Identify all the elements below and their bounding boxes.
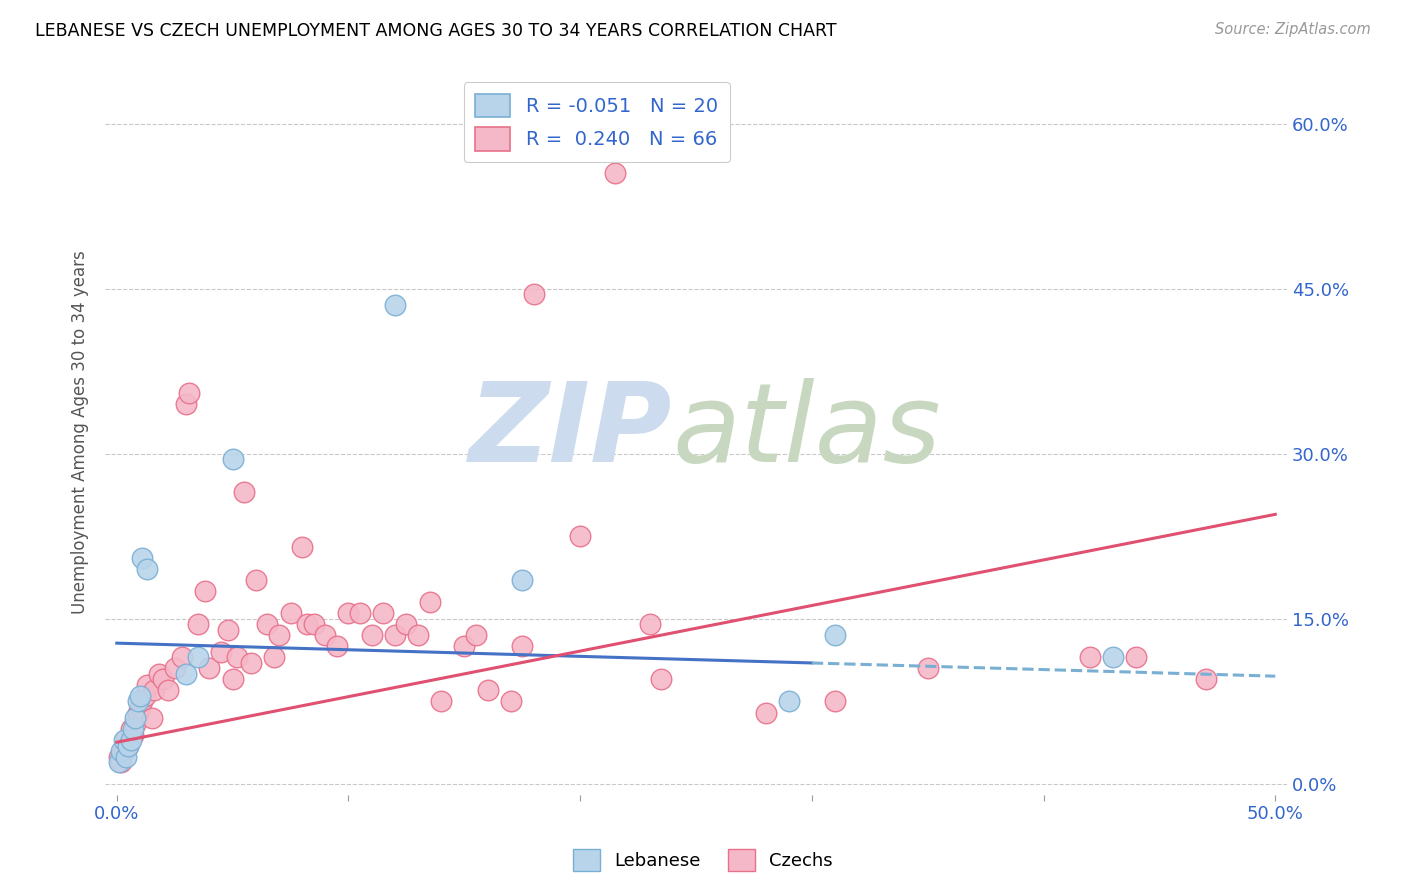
Point bbox=[176, 397, 198, 411]
Point bbox=[142, 683, 165, 698]
Point bbox=[395, 617, 418, 632]
Point bbox=[267, 628, 290, 642]
Point bbox=[226, 650, 249, 665]
Point bbox=[1078, 650, 1101, 665]
Point bbox=[177, 386, 200, 401]
Point bbox=[373, 607, 395, 621]
Point bbox=[187, 617, 209, 632]
Point bbox=[120, 733, 142, 747]
Point bbox=[824, 628, 846, 642]
Point bbox=[108, 749, 131, 764]
Point bbox=[499, 694, 522, 708]
Point bbox=[1125, 650, 1147, 665]
Point bbox=[263, 650, 285, 665]
Point bbox=[163, 661, 186, 675]
Y-axis label: Unemployment Among Ages 30 to 34 years: Unemployment Among Ages 30 to 34 years bbox=[72, 250, 89, 614]
Point bbox=[453, 640, 475, 654]
Point bbox=[187, 650, 209, 665]
Text: LEBANESE VS CZECH UNEMPLOYMENT AMONG AGES 30 TO 34 YEARS CORRELATION CHART: LEBANESE VS CZECH UNEMPLOYMENT AMONG AGE… bbox=[35, 22, 837, 40]
Point bbox=[135, 678, 157, 692]
Point bbox=[510, 640, 533, 654]
Point bbox=[824, 694, 846, 708]
Point bbox=[650, 673, 672, 687]
Point bbox=[302, 617, 325, 632]
Point bbox=[326, 640, 349, 654]
Point bbox=[360, 628, 382, 642]
Point bbox=[430, 694, 453, 708]
Point bbox=[1102, 650, 1125, 665]
Point bbox=[295, 617, 318, 632]
Point bbox=[170, 650, 193, 665]
Point bbox=[127, 694, 149, 708]
Point bbox=[406, 628, 429, 642]
Point bbox=[129, 700, 152, 714]
Point bbox=[152, 673, 174, 687]
Point bbox=[245, 574, 267, 588]
Text: atlas: atlas bbox=[672, 378, 941, 485]
Point bbox=[638, 617, 661, 632]
Point bbox=[129, 689, 152, 703]
Point bbox=[337, 607, 360, 621]
Point bbox=[209, 645, 232, 659]
Point bbox=[156, 683, 179, 698]
Point bbox=[110, 744, 132, 758]
Point bbox=[110, 755, 132, 769]
Point bbox=[349, 607, 371, 621]
Point bbox=[523, 287, 546, 301]
Point bbox=[120, 722, 142, 736]
Point bbox=[122, 722, 145, 736]
Point bbox=[464, 628, 486, 642]
Point bbox=[141, 711, 163, 725]
Point bbox=[1195, 673, 1218, 687]
Point bbox=[131, 551, 153, 566]
Point bbox=[477, 683, 499, 698]
Point bbox=[148, 667, 170, 681]
Point bbox=[603, 166, 626, 180]
Point bbox=[384, 298, 406, 312]
Point bbox=[233, 485, 256, 500]
Text: ZIP: ZIP bbox=[468, 378, 672, 485]
Point bbox=[115, 749, 138, 764]
Point bbox=[134, 689, 156, 703]
Legend: Lebanese, Czechs: Lebanese, Czechs bbox=[565, 842, 841, 879]
Point bbox=[127, 706, 149, 720]
Point bbox=[117, 739, 139, 753]
Text: Source: ZipAtlas.com: Source: ZipAtlas.com bbox=[1215, 22, 1371, 37]
Point bbox=[754, 706, 776, 720]
Point bbox=[778, 694, 800, 708]
Point bbox=[256, 617, 278, 632]
Point bbox=[217, 623, 239, 637]
Point bbox=[221, 673, 243, 687]
Point bbox=[135, 562, 157, 576]
Point bbox=[124, 716, 146, 731]
Point bbox=[198, 661, 221, 675]
Point bbox=[112, 744, 135, 758]
Point bbox=[314, 628, 336, 642]
Point bbox=[176, 667, 198, 681]
Point bbox=[131, 694, 153, 708]
Point bbox=[510, 574, 533, 588]
Point bbox=[108, 755, 131, 769]
Point bbox=[122, 727, 145, 741]
Point bbox=[240, 656, 263, 670]
Point bbox=[419, 595, 441, 609]
Point bbox=[569, 529, 592, 543]
Point bbox=[112, 733, 135, 747]
Point bbox=[291, 541, 314, 555]
Point bbox=[124, 711, 146, 725]
Point bbox=[917, 661, 939, 675]
Point bbox=[115, 733, 138, 747]
Point bbox=[221, 452, 243, 467]
Point bbox=[384, 628, 406, 642]
Legend: R = -0.051   N = 20, R =  0.240   N = 66: R = -0.051 N = 20, R = 0.240 N = 66 bbox=[464, 82, 730, 162]
Point bbox=[280, 607, 302, 621]
Point bbox=[117, 739, 139, 753]
Point bbox=[194, 584, 217, 599]
